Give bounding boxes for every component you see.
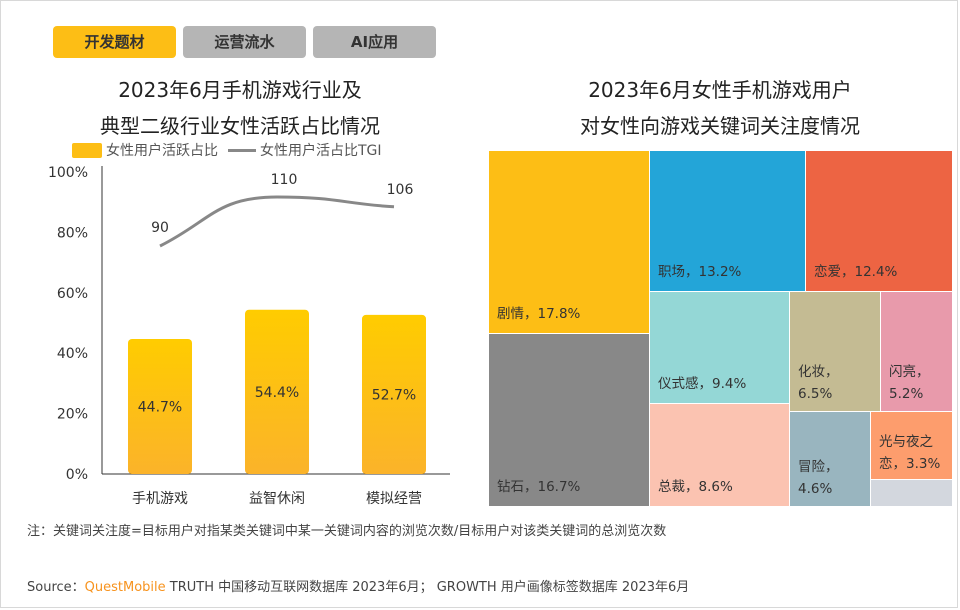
legend-line-swatch	[228, 148, 256, 152]
bar-value-label: 52.7%	[372, 387, 416, 403]
bar	[362, 314, 426, 474]
treemap-label: 剧情，17.8%	[497, 306, 581, 322]
treemap-label: 仪式感，9.4%	[658, 376, 747, 392]
title-line: 2023年6月手机游戏行业及	[118, 78, 362, 102]
treemap-cell: 光与夜之 恋，3.3%	[870, 411, 953, 480]
bar-line-chart: 0% 20% 40% 60% 80% 100% 44.7% 手机游戏 54.4% 益智休闲 52.7…	[48, 165, 450, 507]
treemap-cell: 冒险， 4.6%	[789, 411, 871, 507]
title-line: 典型二级行业女性活跃占比情况	[100, 114, 380, 138]
x-tick-label: 模拟经营	[366, 491, 422, 507]
treemap-label: 职场，13.2%	[658, 264, 742, 280]
y-tick-label: 100%	[48, 165, 88, 181]
footnote: 注：关键词关注度=目标用户对指某类关键词中某一关键词内容的浏览次数/目标用户对该…	[27, 524, 667, 539]
y-tick-label: 0%	[66, 467, 88, 483]
bar	[128, 339, 192, 474]
source: Source：QuestMobile TRUTH 中国移动互联网数据库 2023…	[27, 576, 689, 595]
x-tick-label: 益智休闲	[249, 491, 305, 507]
x-tick-label: 手机游戏	[132, 491, 188, 507]
tgi-value-label: 110	[271, 172, 298, 188]
tgi-value-label: 90	[151, 220, 169, 236]
treemap-cell: 剧情，17.8%	[488, 150, 650, 334]
source-prefix: Source：	[27, 580, 85, 595]
tab-ai[interactable]: AI应用	[313, 26, 436, 58]
source-text: TRUTH 中国移动互联网数据库 2023年6月； GROWTH 用户画像标签数…	[165, 580, 690, 595]
treemap-label: 闪亮， 5.2%	[889, 364, 930, 402]
tgi-line	[159, 195, 395, 248]
legend-line-label: 女性用户活占比TGI	[260, 143, 382, 159]
tgi-value-label: 106	[387, 182, 414, 198]
legend-bar-label: 女性用户活跃占比	[106, 143, 218, 159]
y-tick-label: 60%	[57, 286, 88, 302]
treemap-cell: 恋爱，12.4%	[805, 150, 953, 292]
treemap-cell	[870, 479, 953, 507]
treemap-label: 光与夜之 恋，3.3%	[879, 434, 941, 472]
title-line: 2023年6月女性手机游戏用户	[588, 78, 852, 102]
left-chart-title: 2023年6月手机游戏行业及 典型二级行业女性活跃占比情况	[40, 72, 440, 144]
treemap-cell: 化妆， 6.5%	[789, 291, 881, 412]
legend-bar-swatch	[72, 142, 102, 158]
tab-dev-theme[interactable]: 开发题材	[53, 26, 176, 58]
y-tick-label: 80%	[57, 225, 88, 241]
tab-revenue[interactable]: 运营流水	[183, 26, 306, 58]
title-line: 对女性向游戏关键词关注度情况	[580, 114, 860, 138]
treemap-cell: 闪亮， 5.2%	[880, 291, 953, 412]
treemap-cell: 钻石，16.7%	[488, 333, 650, 507]
treemap-cell: 总裁，8.6%	[649, 403, 790, 507]
treemap-cell: 职场，13.2%	[649, 150, 806, 292]
treemap-label: 冒险， 4.6%	[798, 459, 839, 497]
bar	[245, 309, 309, 474]
legend: 女性用户活跃占比 女性用户活占比TGI	[72, 140, 382, 160]
treemap-label: 钻石，16.7%	[497, 479, 581, 495]
treemap-label: 恋爱，12.4%	[814, 264, 898, 280]
treemap-cell: 仪式感，9.4%	[649, 291, 790, 404]
treemap-label: 化妆， 6.5%	[798, 364, 839, 402]
treemap-label: 总裁，8.6%	[658, 479, 733, 495]
bar-value-label: 54.4%	[255, 385, 299, 401]
y-tick-label: 40%	[57, 346, 88, 362]
right-chart-title: 2023年6月女性手机游戏用户 对女性向游戏关键词关注度情况	[500, 72, 940, 144]
y-tick-label: 20%	[57, 407, 88, 423]
source-brand: QuestMobile	[84, 580, 166, 595]
bar-value-label: 44.7%	[138, 400, 182, 416]
